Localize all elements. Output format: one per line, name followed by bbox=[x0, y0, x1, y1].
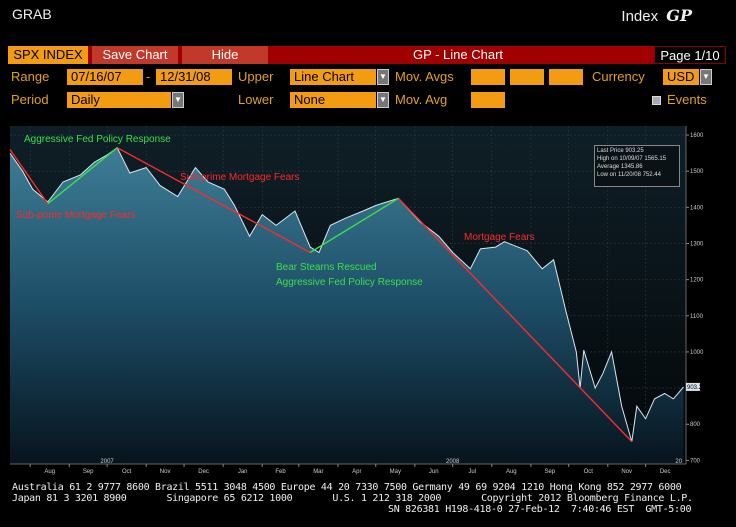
lower-mov-avg-input[interactable] bbox=[471, 92, 505, 108]
y-tick-label: 1200 bbox=[690, 278, 704, 284]
menu-bar: SPX INDEX Save Chart Hide GP - Line Char… bbox=[8, 46, 726, 64]
index-label: Index bbox=[621, 8, 659, 25]
x-month-label: Mar bbox=[313, 469, 323, 475]
x-month-label: Oct bbox=[584, 469, 594, 475]
x-month-label: Oct bbox=[122, 469, 132, 475]
legend-high: High on 10/09/07 1565.15 bbox=[597, 156, 667, 162]
upper-dropdown-icon[interactable]: ▼ bbox=[377, 69, 389, 85]
x-month-label: Dec bbox=[198, 469, 209, 475]
last-price-label: 903.25 bbox=[687, 385, 706, 391]
annotation-label: Mortgage Fears bbox=[464, 232, 535, 243]
x-year-label: 2007 bbox=[100, 459, 114, 465]
legend-low: Low on 11/20/08 752.44 bbox=[597, 172, 661, 178]
last-price-marker: 903.25 bbox=[686, 382, 706, 391]
price-area bbox=[10, 147, 684, 464]
upper-select[interactable]: Line Chart bbox=[290, 69, 376, 85]
function-code: GP bbox=[666, 6, 692, 25]
range-to-input[interactable]: 12/31/08 bbox=[156, 69, 232, 85]
range-from-input[interactable]: 07/16/07 bbox=[67, 69, 143, 85]
upper-label: Upper bbox=[238, 69, 274, 84]
chart-title: GP - Line Chart bbox=[412, 47, 504, 62]
x-month-label: Jun bbox=[429, 469, 439, 475]
mov-avg-1-input[interactable] bbox=[471, 69, 505, 85]
trendline bbox=[116, 147, 311, 254]
y-tick-label: 1000 bbox=[690, 350, 704, 356]
ticker-button[interactable]: SPX INDEX bbox=[8, 46, 88, 64]
x-year-label: 20 bbox=[675, 459, 682, 465]
y-tick-label: 1100 bbox=[690, 314, 704, 320]
mov-avgs-label: Mov. Avgs bbox=[395, 69, 454, 84]
x-month-label: Sep bbox=[83, 469, 94, 475]
x-month-label: Sep bbox=[544, 469, 555, 475]
range-label: Range bbox=[11, 69, 50, 84]
currency-label: Currency bbox=[592, 69, 645, 84]
annotation-label: Sub-prime Mortgage Fears bbox=[16, 210, 136, 221]
x-month-label: Jan bbox=[238, 469, 248, 475]
lower-select[interactable]: None bbox=[290, 92, 376, 108]
footer-contacts-2: Japan 81 3 3201 8900 Singapore 65 6212 1… bbox=[12, 493, 693, 504]
header-bar: GRAB Index GP bbox=[0, 0, 736, 38]
mov-avg-3-input[interactable] bbox=[549, 69, 583, 85]
x-month-label: Nov bbox=[160, 469, 171, 475]
y-tick-label: 700 bbox=[690, 458, 701, 464]
annotation-label: Aggressive Fed Policy Response bbox=[24, 134, 171, 145]
lower-dropdown-icon[interactable]: ▼ bbox=[377, 92, 389, 108]
x-month-label: Aug bbox=[44, 469, 55, 475]
mov-avg-label: Mov. Avg bbox=[395, 92, 448, 107]
last-price-box bbox=[686, 382, 700, 391]
trendline bbox=[47, 147, 118, 205]
x-month-label: Jul bbox=[468, 469, 476, 475]
currency-dropdown-icon[interactable]: ▼ bbox=[700, 69, 712, 85]
trendline bbox=[397, 197, 633, 443]
x-year-label: 2008 bbox=[446, 459, 460, 465]
trendline bbox=[309, 197, 399, 254]
period-select[interactable]: Daily bbox=[67, 92, 171, 108]
range-separator: - bbox=[146, 69, 151, 84]
annotation-label: Sub-prime Mortgage Fears bbox=[180, 172, 300, 183]
x-axis: Aug Sep Oct Nov Dec Jan Feb Mar Apr May Jun Jul Aug S… bbox=[29, 459, 683, 475]
price-line bbox=[9, 146, 684, 442]
save-chart-button[interactable]: Save Chart bbox=[92, 46, 178, 64]
x-month-label: Apr bbox=[352, 469, 361, 475]
trendline bbox=[9, 149, 49, 205]
page-indicator[interactable]: Page 1/10 bbox=[654, 46, 726, 64]
legend-last-price: Last Price 903.25 bbox=[597, 148, 644, 154]
screen-name: GRAB bbox=[12, 6, 52, 22]
period-label: Period bbox=[11, 92, 49, 107]
lower-label: Lower bbox=[238, 92, 274, 107]
footer-contacts-1: Australia 61 2 9777 8600 Brazil 5511 304… bbox=[12, 482, 682, 493]
chart-legend: Last Price 903.25 High on 10/09/07 1565.… bbox=[594, 145, 680, 187]
events-label: Events bbox=[667, 92, 707, 107]
x-month-label: Aug bbox=[506, 469, 517, 475]
events-checkbox[interactable] bbox=[652, 96, 661, 105]
currency-select[interactable]: USD bbox=[663, 69, 699, 85]
mov-avg-2-input[interactable] bbox=[510, 69, 544, 85]
x-month-label: Dec bbox=[660, 469, 671, 475]
annotations: Aggressive Fed Policy Response Sub-prime … bbox=[16, 134, 535, 288]
annotation-label: Bear Stearns Rescued bbox=[276, 262, 377, 273]
x-month-label: Nov bbox=[621, 469, 632, 475]
security-code: Index GP bbox=[621, 6, 692, 25]
y-tick-label: 1600 bbox=[690, 133, 704, 139]
x-month-label: Feb bbox=[275, 469, 286, 475]
y-tick-label: 1400 bbox=[690, 205, 704, 211]
y-tick-label: 800 bbox=[690, 422, 701, 428]
legend-average: Average 1345.86 bbox=[597, 164, 643, 170]
footer-session: SN 826381 H198-418-0 27-Feb-12 7:40:46 E… bbox=[388, 504, 692, 515]
period-dropdown-icon[interactable]: ▼ bbox=[172, 92, 184, 108]
y-axis: 1600150014001300120011001000900800700 bbox=[686, 133, 704, 464]
y-tick-label: 1300 bbox=[690, 241, 704, 247]
x-month-label: May bbox=[390, 469, 401, 475]
annotation-label: Aggressive Fed Policy Response bbox=[276, 277, 423, 288]
hide-button[interactable]: Hide bbox=[182, 46, 268, 64]
trendlines bbox=[9, 147, 633, 443]
y-tick-label: 1500 bbox=[690, 169, 704, 175]
